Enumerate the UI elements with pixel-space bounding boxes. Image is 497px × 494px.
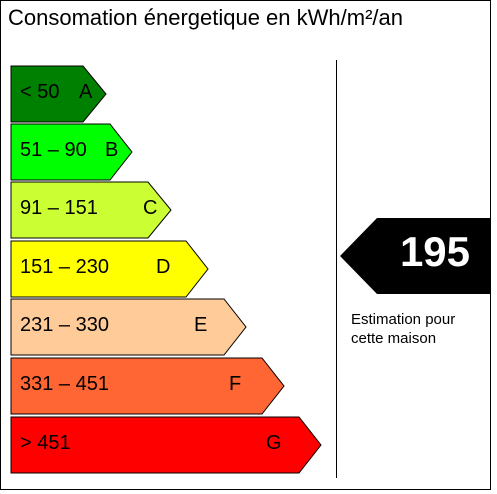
current-value: 195 [399, 228, 471, 275]
class-bar-a-arrow [10, 65, 107, 123]
label-title: Consomation énergetique en kWh/m²/an [8, 5, 403, 30]
class-bar-a-range: < 50 [20, 81, 60, 103]
class-bar-g-shape [10, 416, 322, 474]
class-bar-f-range: 331 – 451 [20, 373, 109, 395]
class-bar-f-shape [10, 357, 285, 415]
column-divider [336, 60, 337, 478]
indicator-caption-line2: cette maison [351, 330, 437, 347]
class-bar-d-arrow [10, 240, 209, 298]
class-bar-f-arrow [10, 357, 285, 415]
class-bar-e: 231 – 330 E [10, 298, 247, 356]
class-bar-b-arrow [10, 123, 133, 181]
class-bar-b-letter: B [105, 139, 119, 161]
class-bar-g-letter: G [266, 432, 282, 454]
class-bar-g: > 451 G [10, 416, 322, 474]
indicator-arrow-shape [340, 218, 491, 294]
class-bar-e-range: 231 – 330 [20, 314, 109, 336]
class-bar-f-letter: F [229, 373, 242, 395]
class-bar-c-letter: C [143, 197, 158, 219]
class-bar-c-range: 91 – 151 [20, 197, 98, 219]
class-bar-f: 331 – 451 F [10, 357, 285, 415]
class-bar-d: 151 – 230 D [10, 240, 209, 298]
class-bar-e-arrow [10, 298, 247, 356]
class-bar-b: 51 – 90 B [10, 123, 133, 181]
class-bar-a: < 50 A [10, 65, 107, 123]
class-bar-d-range: 151 – 230 [20, 256, 109, 278]
class-bar-e-shape [10, 298, 247, 356]
class-bar-a-shape [10, 65, 107, 123]
indicator-caption: Estimation pour cette maison [351, 310, 455, 348]
class-bar-b-range: 51 – 90 [20, 139, 87, 161]
class-bar-d-shape [10, 240, 209, 298]
class-bar-c: 91 – 151 C [10, 181, 172, 239]
indicator-caption-line1: Estimation pour [351, 311, 456, 328]
class-bar-g-range: > 451 [20, 432, 71, 454]
class-bar-d-letter: D [156, 256, 171, 278]
current-value-indicator: 195 [340, 218, 492, 294]
class-bar-c-arrow [10, 181, 172, 239]
class-bar-a-letter: A [79, 81, 93, 103]
class-bar-c-shape [10, 181, 172, 239]
class-bar-g-arrow [10, 416, 322, 474]
indicator-arrow [340, 218, 491, 294]
class-bar-e-letter: E [194, 314, 208, 336]
class-bar-b-shape [10, 123, 133, 181]
